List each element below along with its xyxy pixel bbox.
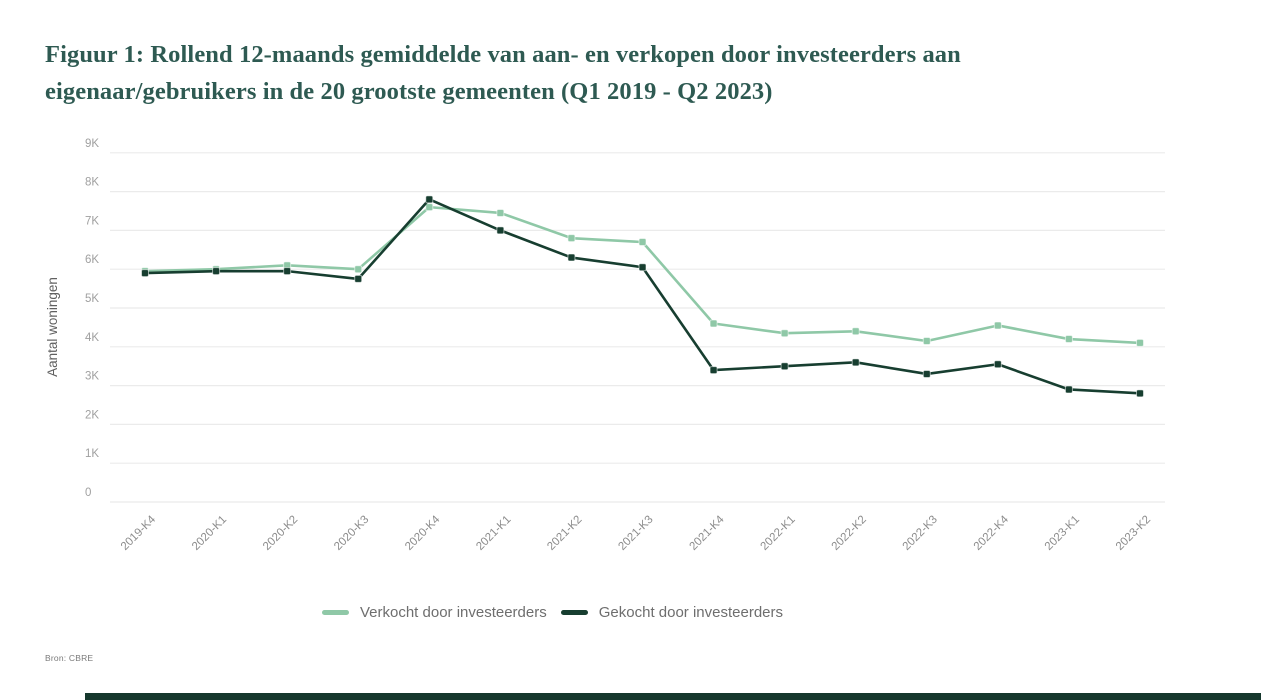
x-tick-label: 2022-K1 [759, 514, 798, 553]
y-tick-label: 1K [85, 448, 99, 460]
data-point-marker [425, 203, 434, 212]
y-tick-label: 5K [85, 293, 99, 305]
figure-title: Figuur 1: Rollend 12-maands gemiddelde v… [45, 41, 961, 106]
x-tick-label: 2022-K2 [830, 514, 869, 553]
data-point-marker [1136, 338, 1144, 347]
legend-label: Verkocht door investeerders [359, 604, 547, 621]
y-tick-label: 2K [85, 409, 99, 421]
legend-swatch [560, 610, 588, 615]
x-tick-label: 2020-K4 [403, 513, 443, 553]
x-tick-label: 2022-K3 [901, 514, 940, 553]
x-tick-label: 2020-K3 [332, 514, 371, 553]
data-point-marker [922, 336, 931, 345]
x-tick-label: 2021-K3 [616, 514, 655, 553]
data-point-marker [638, 263, 647, 272]
y-tick-label: 0 [85, 487, 91, 499]
data-point-marker [851, 327, 860, 336]
data-point-marker [780, 362, 789, 371]
x-tick-label: 2020-K2 [261, 514, 300, 553]
y-axis-title: Aantal woningen [45, 277, 60, 377]
x-tick-label: 2019-K4 [119, 513, 159, 553]
source-note: Bron: CBRE [45, 653, 94, 663]
chart-legend: Verkocht door investeerders Gekocht door … [0, 604, 1183, 621]
x-tick-label: 2020-K1 [190, 514, 229, 553]
x-tick-label: 2021-K4 [687, 513, 727, 553]
data-point-marker [1064, 335, 1073, 344]
data-point-marker [638, 238, 647, 247]
data-point-marker [993, 360, 1002, 369]
data-point-marker [425, 195, 434, 204]
data-point-marker [1064, 385, 1073, 394]
legend-item: Gekocht door investeerders [560, 604, 784, 621]
x-tick-label: 2022-K4 [972, 513, 1012, 553]
data-point-marker [567, 253, 576, 262]
data-point-marker [283, 267, 292, 276]
x-tick-label: 2023-K1 [1043, 514, 1082, 553]
y-tick-label: 8K [85, 177, 99, 189]
x-tick-label: 2021-K2 [545, 514, 584, 553]
legend-label: Gekocht door investeerders [598, 604, 784, 621]
data-point-marker [354, 265, 363, 274]
series-line [144, 198, 1141, 395]
y-tick-label: 6K [85, 254, 99, 266]
data-point-marker [709, 319, 718, 328]
x-tick-label: 2021-K1 [474, 514, 513, 553]
data-point-marker [709, 366, 718, 375]
x-tick-label: 2023-K2 [1114, 514, 1153, 553]
y-tick-label: 4K [85, 332, 99, 344]
footer-accent-bar [85, 693, 1261, 700]
legend-item: Verkocht door investeerders [321, 604, 547, 621]
data-point-marker [141, 269, 149, 278]
data-point-marker [212, 267, 221, 276]
data-point-marker [780, 329, 789, 338]
data-point-marker [496, 208, 505, 217]
y-tick-label: 7K [85, 215, 99, 227]
data-point-marker [354, 274, 363, 283]
data-point-marker [851, 358, 860, 367]
y-tick-label: 9K [85, 138, 99, 150]
data-point-marker [567, 234, 576, 243]
y-tick-label: 3K [85, 371, 99, 383]
data-point-marker [993, 321, 1002, 330]
data-point-marker [922, 369, 931, 378]
data-point-marker [496, 226, 505, 235]
series-line [144, 205, 1141, 345]
data-point-marker [1136, 389, 1144, 398]
legend-swatch [321, 610, 349, 615]
